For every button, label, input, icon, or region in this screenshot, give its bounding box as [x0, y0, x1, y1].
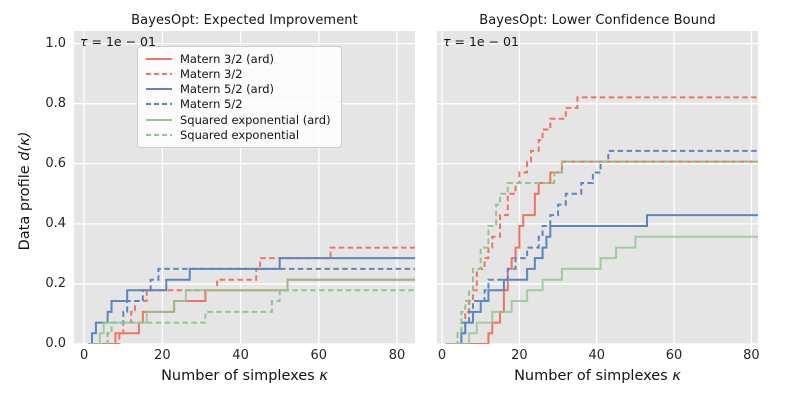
series-squared-exponential-dashed: [445, 160, 758, 344]
y-tick-label: 0.4: [45, 215, 66, 231]
legend: Matern 3/2 (ard) Matern 3/2 Matern 5/2 (ar…: [137, 46, 342, 148]
legend-item: Squared exponential (ard): [146, 113, 331, 127]
legend-item: Matern 3/2: [146, 67, 331, 81]
x-tick-label: 20: [511, 348, 528, 363]
legend-label: Matern 3/2 (ard): [180, 51, 275, 66]
legend-line-sample: [146, 88, 172, 91]
series-matern-5-2-dashed: [445, 149, 758, 344]
series-matern-5-2-dashed: [88, 267, 415, 344]
y-tick-label: 0.0: [45, 336, 66, 351]
series-squared-exponential-ard--solid: [88, 278, 415, 344]
legend-label: Squared exponential: [180, 127, 300, 142]
legend-label: Squared exponential (ard): [180, 112, 331, 127]
tau-value: = 1e − 01: [450, 34, 519, 49]
x-axis-label-text: Number of simplexes: [161, 368, 320, 384]
series-squared-exponential-ard--solid: [445, 235, 758, 344]
series-matern-3-2-dashed: [445, 96, 758, 344]
tau-symbol: τ: [80, 34, 88, 49]
right-plot-title: BayesOpt: Lower Confidence Bound: [479, 13, 716, 28]
x-tick-label: 0: [80, 348, 89, 363]
plot-canvas: [437, 31, 758, 344]
legend-item: Matern 5/2: [146, 97, 331, 112]
legend-item: Matern 5/2 (ard): [146, 82, 331, 96]
x-axis-label-text: Number of simplexes: [514, 368, 673, 384]
x-axis-label-kappa: κ: [672, 368, 681, 384]
x-tick-label: 20: [154, 348, 171, 363]
y-tick-label: 0.2: [45, 275, 66, 291]
x-axis-label-right: Number of simplexes κ: [437, 368, 758, 384]
tau-annotation-right: τ = 1e − 01: [443, 34, 519, 49]
x-tick-label: 60: [310, 348, 328, 363]
series-squared-exponential-dashed: [88, 289, 415, 344]
series-matern-3-2-dashed: [88, 246, 415, 344]
legend-label: Matern 3/2: [180, 67, 243, 82]
tau-annotation-left: τ = 1e − 01: [80, 34, 156, 49]
legend-line-sample: [146, 118, 172, 121]
legend-label: Matern 5/2: [180, 97, 243, 112]
x-axis-label-left: Number of simplexes κ: [74, 368, 415, 384]
legend-item: Matern 3/2 (ard): [146, 52, 331, 66]
y-tick-label: 0.8: [45, 95, 66, 111]
legend-label: Matern 5/2 (ard): [180, 82, 275, 97]
legend-item: Squared exponential: [146, 128, 331, 142]
y-tick-label: 0.6: [45, 155, 66, 171]
x-tick-label: 80: [388, 348, 406, 363]
legend-line-sample: [146, 57, 172, 60]
series-matern-5-2-ard--solid: [445, 214, 758, 344]
legend-line-sample: [146, 133, 172, 136]
right-plot-area: [437, 31, 758, 344]
legend-line-sample: [146, 103, 172, 106]
y-axis-label-text: Data profile: [17, 160, 33, 251]
y-tick-label: 1.0: [45, 35, 66, 51]
x-tick-label: 80: [743, 348, 760, 363]
x-axis-label-kappa: κ: [319, 368, 328, 384]
tau-symbol: τ: [443, 34, 451, 49]
x-tick-label: 40: [588, 348, 605, 363]
tau-value: = 1e − 01: [87, 34, 156, 49]
x-tick-label: 40: [232, 348, 249, 363]
x-tick-label: 60: [665, 348, 683, 363]
y-axis-label: Data profile d(κ): [17, 106, 33, 276]
legend-line-sample: [146, 73, 172, 76]
x-tick-label: 0: [437, 348, 447, 363]
left-plot-title: BayesOpt: Expected Improvement: [131, 13, 358, 28]
